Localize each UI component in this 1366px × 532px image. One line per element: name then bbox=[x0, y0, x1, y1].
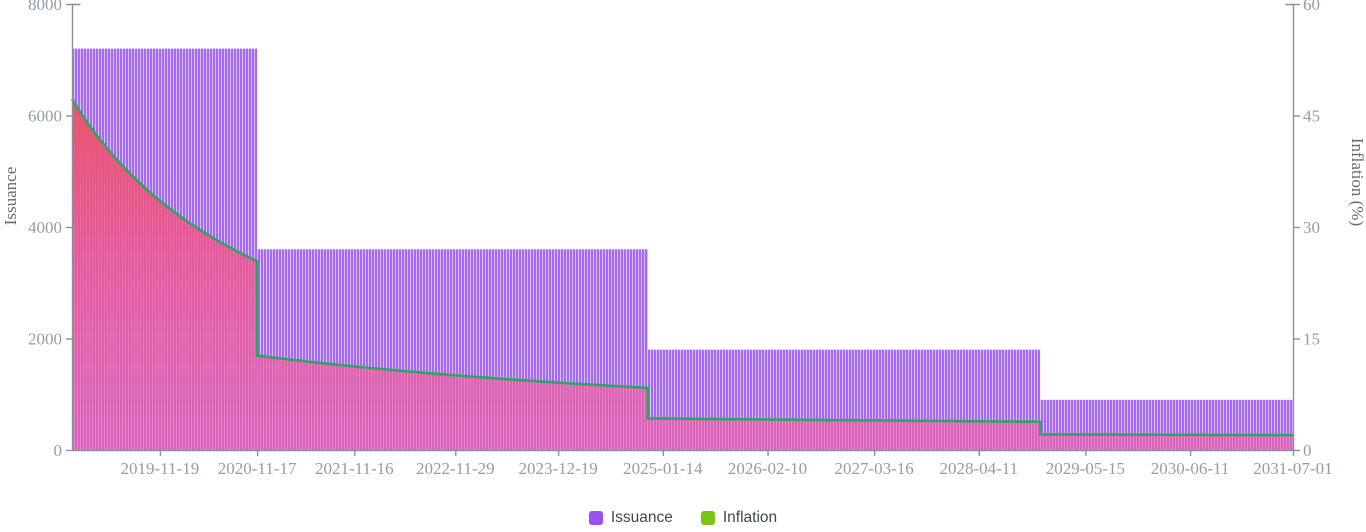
right-axis-title: Inflation (%) bbox=[1348, 138, 1366, 226]
x-axis-tick-label: 2023-12-19 bbox=[518, 459, 597, 478]
issuance-bars bbox=[72, 48, 1294, 450]
right-axis-tick-label: 0 bbox=[1303, 441, 1312, 460]
x-axis-tick-label: 2030-06-11 bbox=[1151, 459, 1230, 478]
x-axis-tick-label: 2029-05-15 bbox=[1046, 459, 1125, 478]
right-axis-tick-label: 15 bbox=[1303, 330, 1320, 349]
left-axis-tick-label: 0 bbox=[54, 441, 63, 460]
issuance-swatch-icon bbox=[588, 510, 603, 525]
x-axis-tick-label: 2019-11-19 bbox=[121, 459, 200, 478]
right-axis-line bbox=[1285, 3, 1295, 451]
left-axis-title: Issuance bbox=[1, 167, 20, 226]
x-axis-tick-label: 2025-01-14 bbox=[623, 459, 703, 478]
x-axis-tick-label: 2020-11-17 bbox=[218, 459, 297, 478]
x-axis-tick-label: 2031-07-01 bbox=[1253, 459, 1332, 478]
chart-legend: Issuance Inflation bbox=[0, 503, 1366, 532]
legend-label-inflation: Inflation bbox=[722, 508, 778, 526]
legend-label-issuance: Issuance bbox=[610, 508, 673, 526]
inflation-line bbox=[70, 98, 1295, 437]
left-axis-line bbox=[71, 3, 81, 451]
x-axis-tick-label: 2022-11-29 bbox=[416, 459, 495, 478]
inflation-area bbox=[72, 99, 1294, 451]
left-axis-tick-label: 2000 bbox=[28, 330, 62, 349]
inflation-swatch-icon bbox=[700, 510, 715, 525]
axis-labels: 0 2000 4000 6000 8000 0 15 30 45 60 2019-11-19 2020… bbox=[1, 0, 1366, 478]
x-axis-tick-label: 2021-11-16 bbox=[315, 459, 394, 478]
left-axis-tick-label: 4000 bbox=[28, 218, 62, 237]
legend-item-inflation[interactable]: Inflation bbox=[700, 508, 778, 526]
x-axis-tick-label: 2027-03-16 bbox=[834, 459, 913, 478]
legend-item-issuance[interactable]: Issuance bbox=[588, 508, 673, 526]
right-axis-tick-label: 30 bbox=[1303, 218, 1320, 237]
right-axis-tick-label: 45 bbox=[1303, 107, 1320, 126]
axes bbox=[66, 3, 1300, 456]
x-axis-tick-label: 2028-04-11 bbox=[939, 459, 1018, 478]
x-axis-tick-label: 2026-02-10 bbox=[728, 459, 807, 478]
right-axis-tick-label: 60 bbox=[1303, 0, 1320, 14]
left-axis-tick-label: 6000 bbox=[28, 107, 62, 126]
left-axis-tick-label: 8000 bbox=[28, 0, 62, 14]
